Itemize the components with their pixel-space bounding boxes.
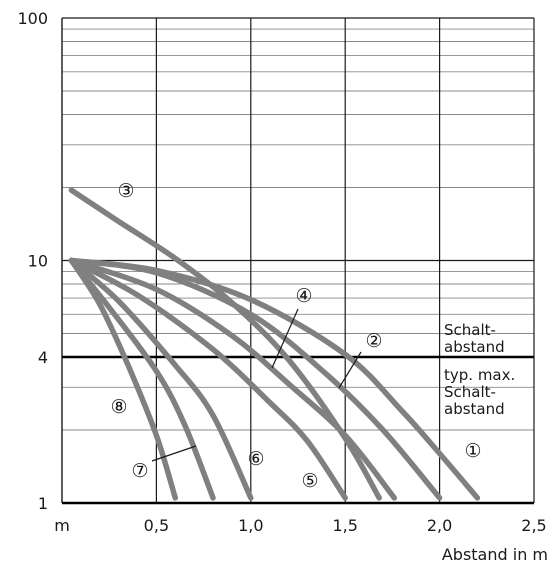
y-tick-label: 4 (38, 348, 48, 367)
typ-max-schaltabstand-label: Schalt- (444, 383, 496, 401)
y-tick-label: 100 (17, 9, 48, 28)
curve-5 (68, 257, 348, 501)
curve-label-8: ⑧ (110, 396, 127, 418)
y-tick-labels: 1 4 10 100 (17, 9, 48, 513)
typ-max-schaltabstand-label: typ. max. (444, 366, 515, 384)
leader-line-4 (271, 308, 299, 369)
x-tick-labels: m 0,5 1,0 1,5 2,0 2,5 Abstand in m (54, 516, 548, 564)
typ-max-schaltabstand-label: abstand (444, 400, 505, 418)
x-tick-label: 2,0 (427, 516, 452, 535)
curve-label-6: ⑥ (247, 448, 264, 470)
x-tick-label: 1,5 (332, 516, 357, 535)
curves (68, 187, 481, 501)
schaltabstand-label: abstand (444, 338, 505, 356)
x-tick-label: 0,5 (144, 516, 169, 535)
x-tick-label: 1,0 (238, 516, 263, 535)
leader-line-2 (338, 351, 362, 389)
curve-label-3: ③ (117, 180, 134, 202)
y-tick-label: 1 (38, 494, 48, 513)
curve-label-2: ② (365, 330, 382, 352)
curve-4 (68, 257, 398, 501)
threshold-lines (62, 355, 534, 505)
curve-6 (68, 257, 254, 501)
x-tick-label: 2,5 (521, 516, 546, 535)
leader-line-7 (151, 445, 197, 462)
curve-label-7: ⑦ (131, 460, 148, 482)
curve-label-5: ⑤ (301, 470, 318, 492)
x-unit-label: m (54, 516, 70, 535)
schaltabstand-label: Schalt- (444, 321, 496, 339)
y-tick-label: 10 (28, 252, 48, 271)
curve-label-1: ① (464, 440, 481, 462)
curve-7 (68, 257, 216, 501)
curve-8 (68, 257, 179, 501)
curve-2 (68, 257, 443, 501)
x-axis-title: Abstand in m (442, 545, 548, 564)
curve-label-4: ④ (295, 285, 312, 307)
